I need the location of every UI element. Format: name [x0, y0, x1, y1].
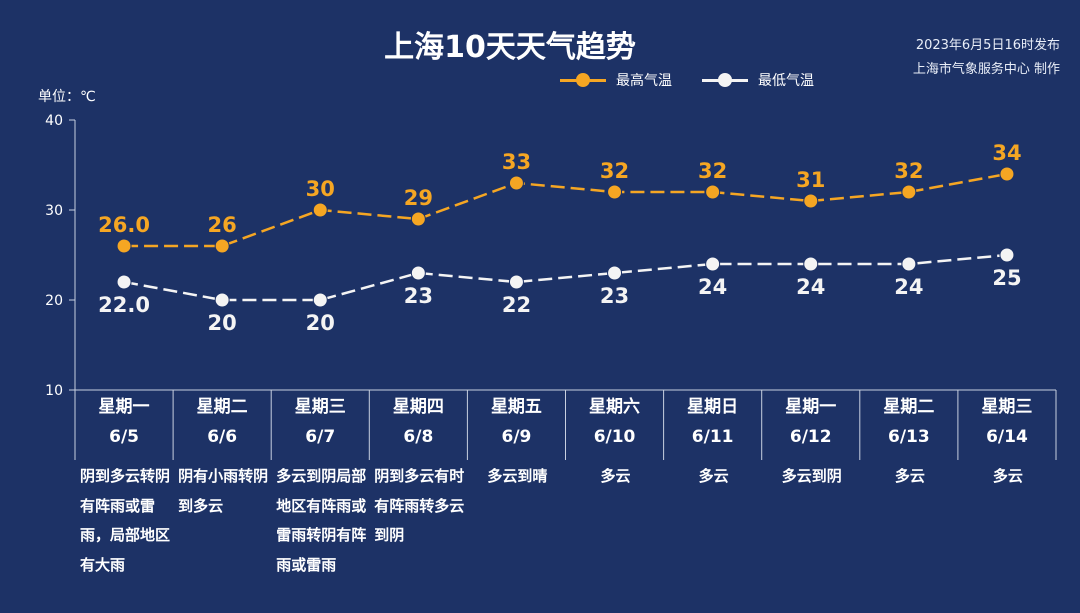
day-header: 星期六 6/10: [566, 392, 664, 452]
high-temp-label: 32: [894, 159, 923, 183]
high-temp-point: [312, 202, 328, 218]
chart-title: 上海10天天气趋势: [384, 30, 636, 65]
high-temp-point: [999, 166, 1015, 182]
low-temp-point: [999, 247, 1015, 263]
weather-description: 多云到阴局部地区有阵雨或雷雨转阴有阵雨或雷雨: [276, 467, 367, 574]
low-temp-point: [214, 292, 230, 308]
legend-item-high: 最高气温: [560, 70, 672, 90]
date-label: 6/10: [593, 427, 636, 447]
low-temp-point: [901, 256, 917, 272]
high-temp-label: 26.0: [98, 213, 150, 237]
day-header: 星期二 6/6: [173, 392, 271, 452]
legend-label-high: 最高气温: [616, 73, 672, 89]
high-temp-point: [607, 184, 623, 200]
day-header: 星期三 6/7: [271, 392, 369, 452]
weather-description: 阴到多云有时有阵雨转多云到阴: [374, 467, 465, 544]
weather-description: 多云: [698, 467, 729, 485]
low-temp-label: 23: [600, 284, 629, 308]
day-header: 星期日 6/11: [664, 392, 762, 452]
low-temp-point: [607, 265, 623, 281]
day-header: 星期四 6/8: [369, 392, 467, 452]
y-tick-label: 30: [45, 203, 63, 219]
legend: 最高气温 最低气温: [560, 70, 814, 90]
y-tick-label: 10: [45, 383, 63, 399]
date-label: 6/13: [887, 427, 930, 447]
high-temp-label: 31: [796, 168, 825, 192]
high-temp-point: [214, 238, 230, 254]
high-temp-point: [508, 175, 524, 191]
weather-description: 多云到晴: [487, 467, 548, 485]
high-temp-label: 30: [306, 177, 335, 201]
low-temp-point: [410, 265, 426, 281]
low-temp-point: [116, 274, 132, 290]
day-header: 星期二 6/13: [860, 392, 958, 452]
weekday-label: 星期一: [98, 397, 150, 417]
low-temp-label: 24: [894, 275, 923, 299]
weather-description: 多云: [894, 467, 925, 485]
high-temp-point: [705, 184, 721, 200]
date-label: 6/8: [403, 427, 434, 447]
high-temp-point: [116, 238, 132, 254]
weekday-label: 星期日: [687, 397, 739, 417]
low-temp-label: 24: [698, 275, 727, 299]
weekday-label: 星期三: [981, 397, 1033, 417]
legend-label-low: 最低气温: [758, 73, 814, 89]
publish-time: 2023年6月5日16时发布: [915, 38, 1060, 53]
low-temp-point: [705, 256, 721, 272]
date-label: 6/12: [789, 427, 832, 447]
date-label: 6/6: [207, 427, 238, 447]
weekday-label: 星期六: [589, 397, 641, 417]
legend-item-low: 最低气温: [702, 70, 814, 90]
low-temp-point: [312, 292, 328, 308]
low-temp-label: 23: [404, 284, 433, 308]
y-tick-label: 40: [45, 113, 63, 129]
publish-info: 2023年6月5日16时发布 上海市气象服务中心 制作: [913, 34, 1060, 82]
high-temp-label: 33: [502, 150, 531, 174]
high-temp-label: 26: [208, 213, 237, 237]
high-temp-label: 32: [698, 159, 727, 183]
high-temp-point: [901, 184, 917, 200]
day-header: 星期五 6/9: [467, 392, 565, 452]
date-label: 6/9: [501, 427, 532, 447]
legend-swatch-high: [560, 73, 606, 87]
weekday-label: 星期五: [490, 397, 542, 417]
low-temp-label: 22.0: [98, 293, 150, 317]
y-tick-label: 20: [45, 293, 63, 309]
high-temp-point: [803, 193, 819, 209]
low-temp-label: 22: [502, 293, 531, 317]
low-temp-label: 20: [306, 311, 335, 335]
date-label: 6/14: [986, 427, 1028, 447]
date-label: 6/11: [691, 427, 734, 447]
low-temp-line: [123, 253, 1008, 302]
high-temp-line: [124, 172, 1008, 248]
weather-description: 多云: [600, 467, 631, 485]
weekday-label: 星期二: [883, 397, 935, 417]
day-header: 星期一 6/5: [75, 392, 173, 452]
date-label: 6/5: [109, 427, 139, 447]
low-temp-label: 24: [796, 275, 825, 299]
high-temp-label: 34: [992, 141, 1021, 165]
y-axis-unit: 单位：℃: [38, 89, 96, 105]
publisher: 上海市气象服务中心 制作: [912, 62, 1060, 77]
low-temp-point: [803, 256, 819, 272]
legend-swatch-low: [702, 73, 748, 87]
low-temp-label: 25: [992, 266, 1021, 290]
weather-description: 阴到多云转阴有阵雨或雷雨，局部地区有大雨: [80, 467, 171, 574]
high-temp-label: 32: [600, 159, 629, 183]
date-label: 6/7: [305, 427, 336, 447]
high-temp-label: 29: [404, 186, 433, 210]
high-temp-point: [410, 211, 426, 227]
weekday-label: 星期四: [392, 397, 444, 417]
weather-description: 阴有小雨转阴到多云: [178, 467, 269, 515]
day-header: 星期三 6/14: [958, 392, 1056, 452]
weekday-label: 星期二: [196, 397, 248, 417]
day-header: 星期一 6/12: [762, 392, 860, 452]
weather-description: 多云到阴: [781, 467, 842, 485]
weather-description: 多云: [992, 467, 1023, 485]
weekday-label: 星期三: [294, 397, 346, 417]
low-temp-label: 20: [208, 311, 237, 335]
weekday-label: 星期一: [785, 397, 837, 417]
low-temp-point: [508, 274, 524, 290]
